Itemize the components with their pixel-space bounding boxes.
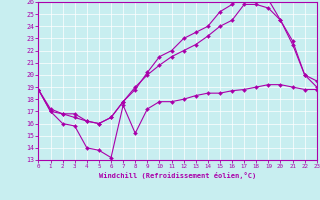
X-axis label: Windchill (Refroidissement éolien,°C): Windchill (Refroidissement éolien,°C) [99,172,256,179]
